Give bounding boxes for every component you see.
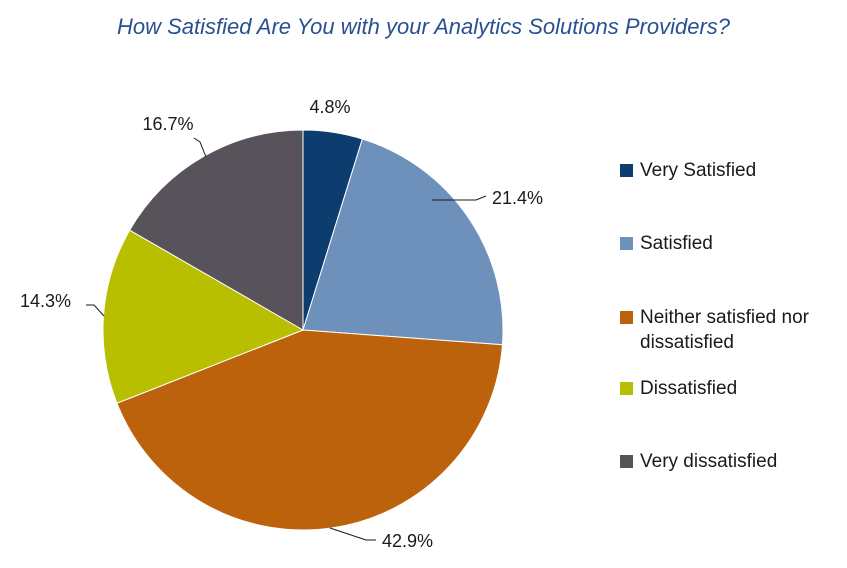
chart-title: How Satisfied Are You with your Analytic… [116, 14, 731, 39]
legend-item-4: Dissatisfied [620, 376, 840, 401]
data-label-1: 4.8% [309, 97, 350, 117]
legend-swatch [620, 382, 633, 395]
legend: Very Satisfied Satisfied Neither satisfied… [620, 0, 845, 568]
legend-label: Dissatisfied [640, 378, 738, 399]
legend-label: Very dissatisfied [640, 451, 778, 472]
leader-line-3 [329, 527, 376, 541]
legend-swatch [620, 237, 633, 250]
data-label-2: 21.4% [492, 188, 543, 208]
legend-swatch [620, 311, 633, 324]
data-label-4: 14.3% [20, 291, 71, 311]
leader-line-2 [432, 195, 487, 201]
leader-line-5 [193, 137, 207, 158]
legend-item-1: Very Satisfied [620, 158, 840, 183]
pie-slice-3 [116, 329, 503, 531]
legend-item-2: Satisfied [620, 231, 840, 256]
pie-slice-2 [302, 138, 504, 346]
legend-swatch [620, 455, 633, 468]
data-label-5: 16.7% [142, 114, 193, 134]
legend-label: Neither satisfied nor dissatisfied [640, 307, 809, 353]
data-label-3: 42.9% [382, 531, 433, 551]
legend-item-5: Very dissatisfied [620, 449, 840, 474]
leader-line-4 [86, 304, 105, 317]
legend-swatch [620, 164, 633, 177]
pie-slice-5 [129, 129, 304, 331]
legend-label: Satisfied [640, 233, 713, 254]
legend-label: Very Satisfied [640, 160, 757, 181]
legend-item-3: Neither satisfied nor dissatisfied [620, 305, 840, 355]
